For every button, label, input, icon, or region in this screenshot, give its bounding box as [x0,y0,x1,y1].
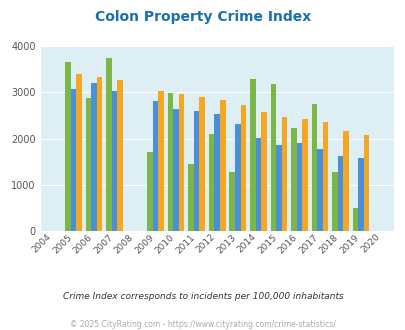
Bar [158,91,164,231]
Bar [322,122,327,231]
Bar [234,124,240,231]
Bar [260,112,266,231]
Bar [352,208,357,231]
Bar [152,101,158,231]
Bar [106,58,111,231]
Bar [255,138,260,231]
Bar [220,100,225,231]
Bar [270,84,275,231]
Bar [209,134,214,231]
Bar [357,157,363,231]
Bar [194,111,199,231]
Bar [179,94,184,231]
Bar [91,83,96,231]
Bar [214,114,220,231]
Bar [331,172,337,231]
Bar [281,117,286,231]
Text: © 2025 CityRating.com - https://www.cityrating.com/crime-statistics/: © 2025 CityRating.com - https://www.city… [70,320,335,329]
Bar [96,77,102,231]
Bar [167,93,173,231]
Bar [199,97,205,231]
Bar [337,156,342,231]
Bar [229,172,234,231]
Bar [296,143,301,231]
Bar [249,80,255,231]
Bar [111,90,117,231]
Bar [290,128,296,231]
Text: Colon Property Crime Index: Colon Property Crime Index [95,10,310,24]
Bar [147,151,152,231]
Bar [70,89,76,231]
Bar [117,81,123,231]
Bar [363,135,369,231]
Text: Crime Index corresponds to incidents per 100,000 inhabitants: Crime Index corresponds to incidents per… [62,292,343,301]
Bar [342,131,348,231]
Bar [316,149,322,231]
Bar [85,98,91,231]
Bar [301,119,307,231]
Bar [173,109,179,231]
Bar [65,62,70,231]
Bar [311,104,316,231]
Bar [76,74,81,231]
Bar [275,145,281,231]
Bar [240,105,245,231]
Bar [188,164,194,231]
